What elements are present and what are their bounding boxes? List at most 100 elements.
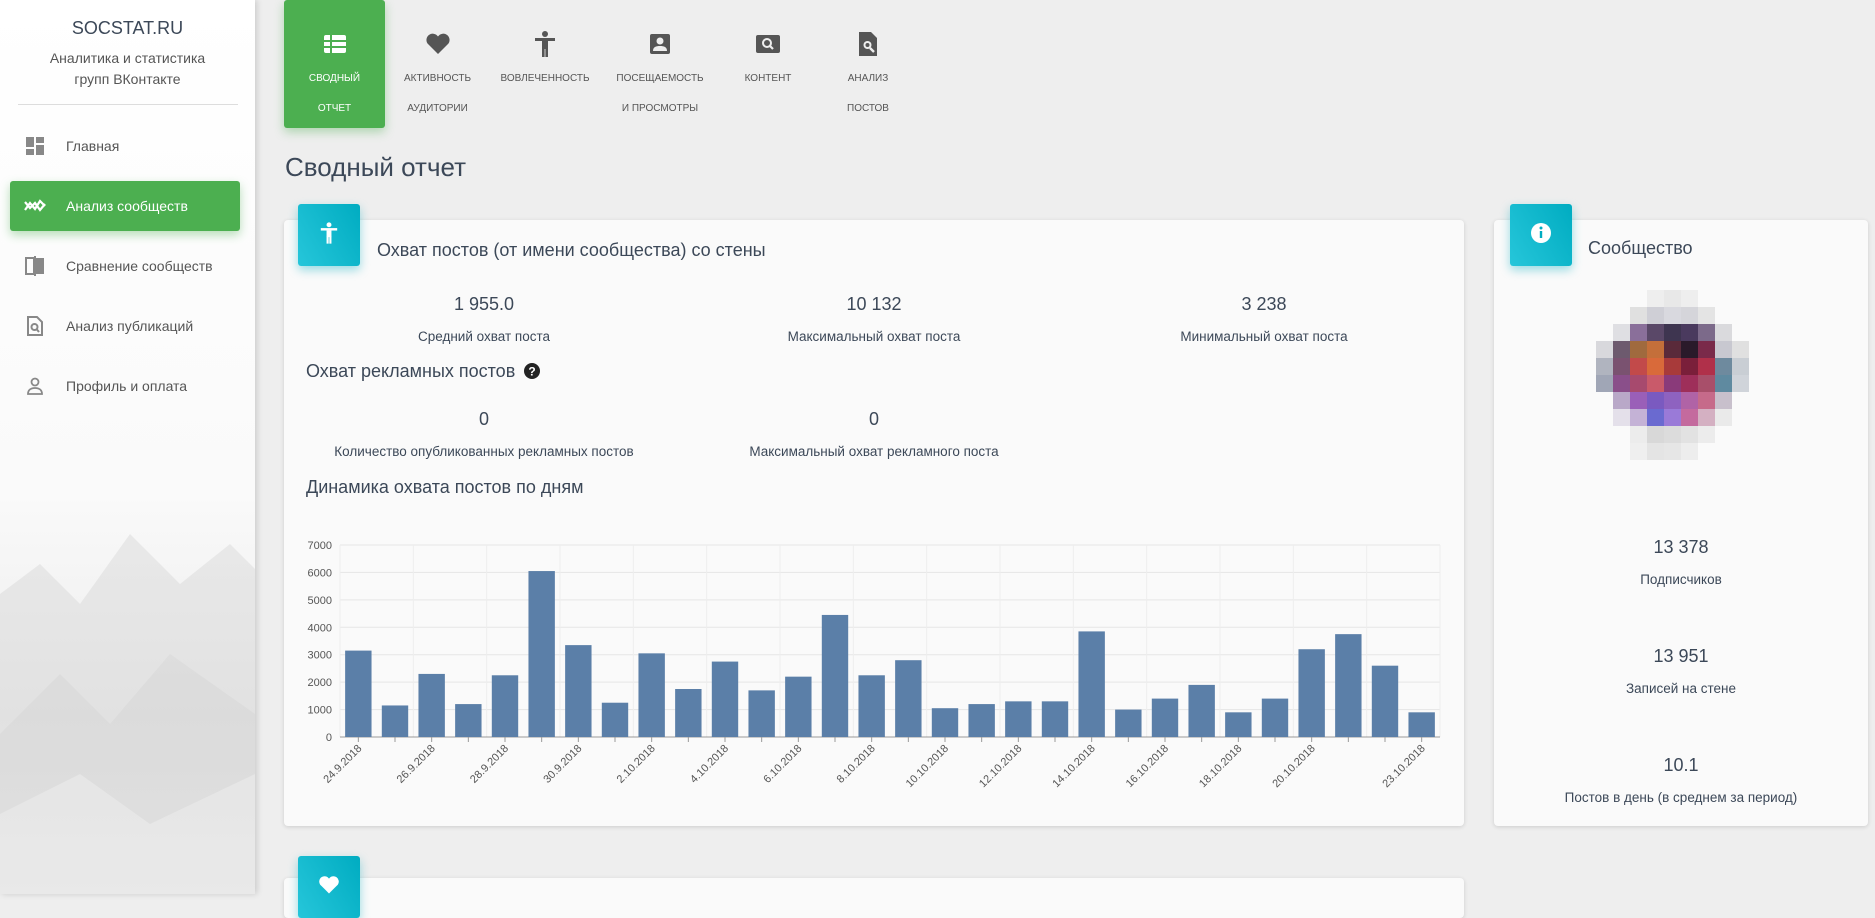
tab-label-line2: постов — [847, 103, 889, 114]
chart-bar — [711, 661, 739, 737]
chart-bar — [418, 673, 445, 737]
sidebar-background-image — [0, 534, 255, 894]
sidebar-item-publication-analysis[interactable]: Анализ публикаций — [10, 301, 240, 351]
stat-value: 10 132 — [846, 294, 902, 314]
avatar-pixel — [1630, 307, 1647, 324]
ads-count-stat: 0 Количество опубликованных рекламных по… — [284, 409, 684, 459]
x-tick-label: 20.10.2018 — [1270, 743, 1317, 790]
x-tick-label: 18.10.2018 — [1197, 743, 1244, 790]
avatar-pixel — [1664, 375, 1681, 392]
heart-icon — [318, 875, 340, 900]
reach-card-badge — [298, 204, 360, 266]
sidebar-item-home[interactable]: Главная — [10, 121, 240, 171]
stat-value: 3 238 — [1241, 294, 1287, 314]
avatar-pixel — [1698, 409, 1715, 426]
chart-bar — [858, 675, 885, 737]
chart-bar — [491, 675, 519, 737]
chart-bar — [1151, 698, 1179, 737]
app-logo-title[interactable]: SOCSTAT.RU — [71, 18, 184, 38]
avatar-pixel — [1715, 358, 1732, 375]
chart-bar — [345, 650, 372, 737]
posts-per-day-stat: 10.1 Постов в день (в среднем за период) — [1494, 755, 1868, 805]
avatar-pixel — [1664, 307, 1681, 324]
avatar-pixel — [1681, 426, 1698, 443]
avatar-pixel — [1596, 375, 1613, 392]
sidebar-item-label: Анализ сообществ — [66, 198, 188, 214]
avatar-pixel — [1681, 392, 1698, 409]
help-icon[interactable]: ? — [524, 363, 541, 384]
logo-subtitle-line1: Аналитика и статистика — [49, 50, 206, 66]
y-tick-label: 6000 — [308, 567, 332, 579]
x-tick-label: 10.10.2018 — [904, 743, 951, 790]
x-tick-label: 14.10.2018 — [1050, 743, 1097, 790]
stat-value: 13 951 — [1653, 646, 1709, 666]
avatar-pixel — [1681, 324, 1698, 341]
tab-label: анализ постов — [828, 64, 908, 124]
tab-audience-activity[interactable]: активность аудитории — [395, 0, 480, 128]
tab-post-analysis[interactable]: анализ постов — [828, 0, 908, 128]
stat-label: Средний охват поста — [417, 329, 550, 344]
stat-value: 0 — [478, 409, 489, 429]
community-card: Сообщество 13 378 Подписчиков 13 951 Зап… — [1494, 204, 1868, 826]
stat-label: Подписчиков — [1640, 572, 1722, 587]
tab-label: контент — [728, 64, 808, 94]
sidebar-item-label: Сравнение сообществ — [66, 258, 213, 274]
y-tick-label: 3000 — [308, 650, 332, 662]
chart-bar — [1005, 701, 1032, 737]
avatar-pixel — [1681, 409, 1698, 426]
y-tick-label: 2000 — [308, 677, 332, 689]
stat-label: Максимальный охват поста — [787, 329, 961, 344]
stat-label: Количество опубликованных рекламных пост… — [334, 444, 634, 459]
avatar-pixel — [1613, 358, 1630, 375]
chart-bar — [1078, 631, 1105, 737]
chart-bar — [1298, 649, 1325, 737]
avatar-pixel — [1664, 426, 1681, 443]
y-tick-label: 0 — [326, 732, 332, 744]
avatar-pixel — [1664, 324, 1681, 341]
avatar-pixel — [1630, 341, 1647, 358]
sidebar-divider — [18, 104, 238, 105]
compare-icon — [24, 255, 46, 277]
avatar-pixel — [1613, 324, 1630, 341]
x-tick-label: 23.10.2018 — [1380, 743, 1427, 790]
reach-dynamics-chart: 0 1000 2000 3000 4000 5000 6000 7000 24.9.2018 26… — [308, 540, 1441, 790]
x-tick-label: 4.10.2018 — [688, 743, 731, 786]
sidebar: SOCSTAT.RU Аналитика и статистика групп … — [0, 0, 255, 894]
chart-bar — [1335, 634, 1362, 737]
avatar-pixel — [1698, 375, 1715, 392]
ads-reach-heading: Охват рекламных постов ? — [306, 361, 541, 384]
avatar-pixel — [1732, 341, 1749, 358]
x-tick-label: 24.9.2018 — [321, 743, 364, 786]
tab-traffic-views[interactable]: посещаемость и просмотры — [612, 0, 708, 128]
logo-subtitle-line2: групп ВКонтакте — [74, 71, 181, 87]
avatar-pixel — [1664, 392, 1681, 409]
avatar-pixel — [1715, 375, 1732, 392]
avatar-pixel — [1596, 341, 1613, 358]
max-reach-stat: 10 132 Максимальный охват поста — [674, 294, 1074, 344]
tab-engagement[interactable]: вовлеченность — [495, 0, 595, 128]
tab-content[interactable]: контент — [728, 0, 808, 128]
avatar-pixel — [1715, 392, 1732, 409]
sidebar-item-label: Профиль и оплата — [66, 378, 188, 394]
avatar-pixel — [1715, 341, 1732, 358]
community-card-badge — [1510, 204, 1572, 266]
sidebar-item-profile-payment[interactable]: Профиль и оплата — [10, 361, 240, 411]
y-tick-label: 1000 — [308, 705, 332, 717]
x-tick-label: 26.9.2018 — [395, 743, 438, 786]
sidebar-item-community-analysis[interactable]: Анализ сообществ — [10, 181, 240, 231]
chart-bar — [601, 702, 629, 737]
avatar-pixel — [1732, 375, 1749, 392]
tab-summary-report[interactable]: сводный отчет — [284, 0, 385, 128]
avatar-pixel — [1698, 358, 1715, 375]
avatar-pixel — [1596, 358, 1613, 375]
heart-icon — [395, 24, 480, 64]
avatar-pixel — [1664, 409, 1681, 426]
chart-bar — [638, 653, 665, 737]
avatar-pixel — [1647, 341, 1664, 358]
tab-label-line1: вовлеченность — [500, 73, 590, 84]
tab-label-line1: сводный — [308, 73, 361, 84]
chart-bar — [565, 645, 592, 737]
tab-label: посещаемость и просмотры — [612, 64, 708, 124]
sidebar-item-community-comparison[interactable]: Сравнение сообществ — [10, 241, 240, 291]
avatar-pixel — [1613, 409, 1630, 426]
